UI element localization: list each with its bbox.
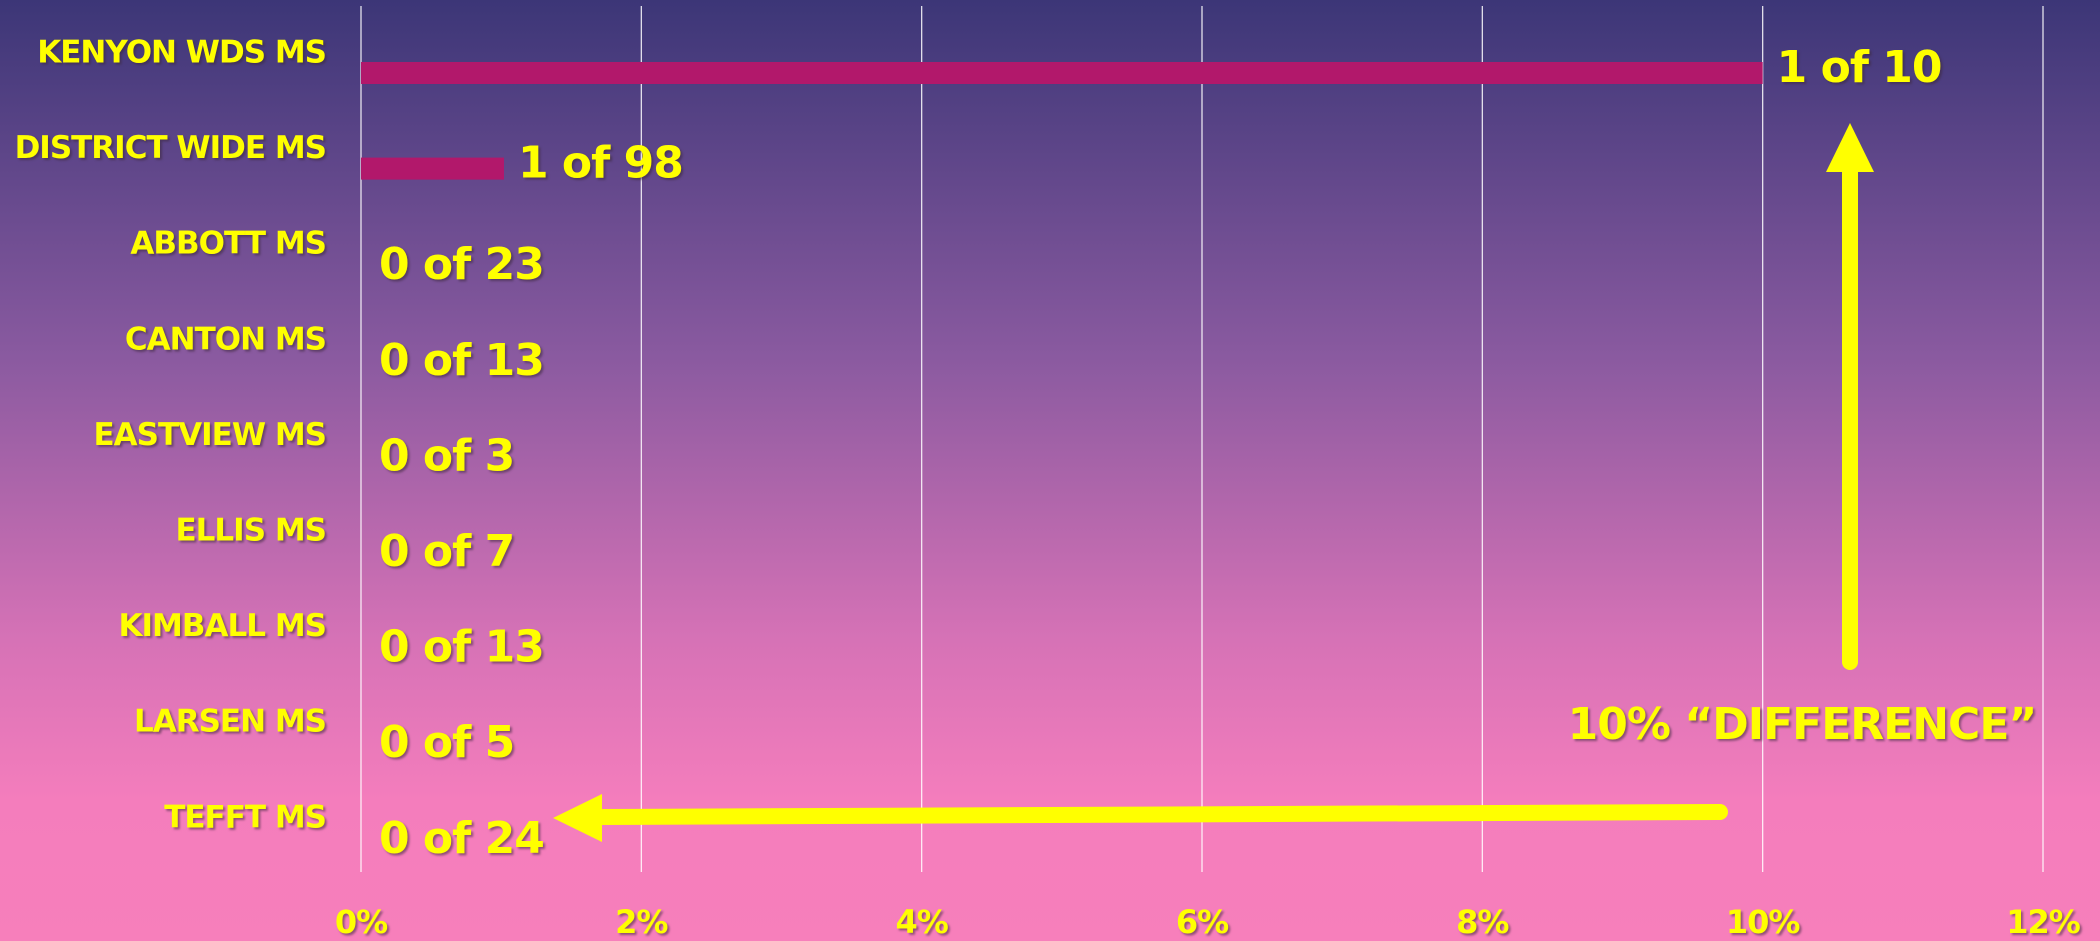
- gridlines: [360, 6, 2044, 872]
- category-label: TEFFT MS: [164, 799, 326, 835]
- x-tick-label: 12%: [2006, 903, 2081, 941]
- x-tick-label: 6%: [1176, 903, 1229, 941]
- category-label: ELLIS MS: [175, 513, 326, 549]
- category-label: DISTRICT WIDE MS: [15, 130, 326, 166]
- data-label: 0 of 24: [379, 813, 544, 864]
- x-tick-label: 0%: [335, 903, 388, 941]
- x-tick-label: 2%: [615, 903, 668, 941]
- x-tick-label: 4%: [896, 903, 949, 941]
- data-label: 1 of 98: [518, 138, 683, 189]
- data-label: 0 of 23: [379, 239, 544, 290]
- arrow-left-shaft: [590, 804, 1728, 825]
- x-tick-label: 10%: [1726, 903, 1801, 941]
- data-label: 0 of 13: [379, 622, 544, 673]
- category-label: KENYON WDS MS: [37, 35, 326, 71]
- bar: [361, 157, 504, 180]
- category-labels: KENYON WDS MS DISTRICT WIDE MS ABBOTT MS CA…: [15, 35, 327, 836]
- arrow-left-head: [553, 794, 602, 842]
- data-label: 0 of 5: [379, 717, 514, 768]
- data-label: 1 of 10: [1777, 42, 1942, 93]
- data-label: 0 of 3: [379, 430, 514, 481]
- category-label: KIMBALL MS: [119, 608, 327, 644]
- data-label: 0 of 13: [379, 335, 544, 386]
- category-label: LARSEN MS: [134, 704, 326, 740]
- data-labels: 1 of 10 1 of 98 0 of 23 0 of 13 0 of 3 0 of 7…: [379, 42, 1943, 864]
- annotation-text: 10% “DIFFERENCE”: [1568, 699, 2037, 750]
- x-tick-label: 8%: [1456, 903, 1509, 941]
- category-label: EASTVIEW MS: [93, 417, 326, 453]
- category-label: CANTON MS: [125, 321, 326, 357]
- x-axis-tick-labels: 0% 2% 4% 6% 8% 10% 12%: [335, 903, 2082, 941]
- category-label: ABBOTT MS: [130, 226, 326, 262]
- data-label: 0 of 7: [379, 526, 514, 577]
- bars: [361, 62, 1763, 180]
- difference-annotation: 10% “DIFFERENCE”: [553, 123, 2037, 842]
- bar: [361, 62, 1763, 84]
- arrow-up-head: [1826, 123, 1874, 172]
